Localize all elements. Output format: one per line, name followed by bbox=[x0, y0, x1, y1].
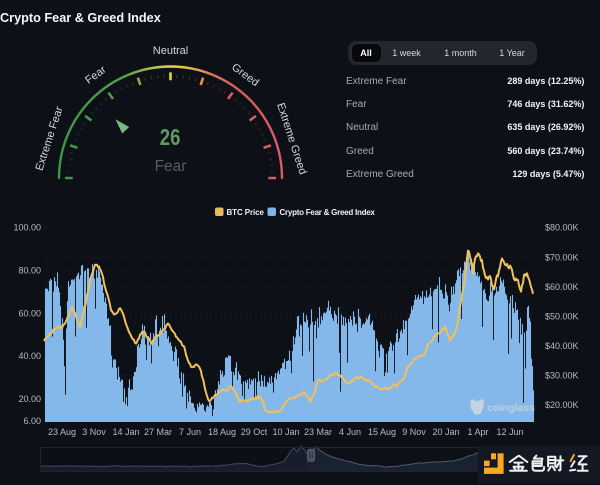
svg-text:10 Jan: 10 Jan bbox=[272, 427, 299, 437]
svg-text:27 Mar: 27 Mar bbox=[144, 427, 172, 437]
svg-text:Fear: Fear bbox=[155, 158, 187, 175]
svg-text:coinglass: coinglass bbox=[487, 402, 535, 414]
svg-text:Extreme Greed: Extreme Greed bbox=[274, 101, 308, 176]
svg-text:Fear: Fear bbox=[83, 64, 109, 87]
svg-text:15 Aug: 15 Aug bbox=[368, 427, 396, 437]
svg-text:12 Jun: 12 Jun bbox=[496, 427, 523, 437]
svg-text:60.00: 60.00 bbox=[18, 308, 41, 318]
svg-text:3 Nov: 3 Nov bbox=[82, 427, 106, 437]
svg-text:$60.00K: $60.00K bbox=[545, 282, 579, 292]
svg-text:1 Apr: 1 Apr bbox=[467, 427, 488, 437]
svg-text:29 Oct: 29 Oct bbox=[241, 427, 268, 437]
svg-text:23 Mar: 23 Mar bbox=[304, 427, 332, 437]
svg-text:80.00: 80.00 bbox=[18, 266, 41, 276]
svg-text:6.00: 6.00 bbox=[23, 416, 41, 426]
svg-text:$70.00K: $70.00K bbox=[545, 252, 579, 262]
svg-text:4 Jun: 4 Jun bbox=[339, 427, 361, 437]
svg-text:BTC Price: BTC Price bbox=[227, 208, 265, 217]
svg-text:Crypto Fear & Greed Index: Crypto Fear & Greed Index bbox=[280, 208, 376, 217]
svg-text:$80.00K: $80.00K bbox=[545, 223, 579, 233]
svg-text:$30.00K: $30.00K bbox=[545, 371, 579, 381]
svg-text:$40.00K: $40.00K bbox=[545, 341, 579, 351]
svg-text:Neutral: Neutral bbox=[153, 45, 188, 57]
svg-text:23 Aug: 23 Aug bbox=[48, 427, 76, 437]
svg-text:26: 26 bbox=[160, 124, 181, 150]
svg-text:100.00: 100.00 bbox=[13, 223, 41, 233]
svg-text:$50.00K: $50.00K bbox=[545, 311, 579, 321]
svg-text:14 Jan: 14 Jan bbox=[112, 427, 139, 437]
svg-text:20 Jan: 20 Jan bbox=[432, 427, 459, 437]
svg-text:9 Nov: 9 Nov bbox=[402, 427, 426, 437]
svg-text:7 Jun: 7 Jun bbox=[179, 427, 201, 437]
svg-text:$20.00K: $20.00K bbox=[545, 400, 579, 410]
svg-text:20.00: 20.00 bbox=[18, 394, 41, 404]
svg-text:40.00: 40.00 bbox=[18, 351, 41, 361]
svg-text:18 Aug: 18 Aug bbox=[208, 427, 236, 437]
